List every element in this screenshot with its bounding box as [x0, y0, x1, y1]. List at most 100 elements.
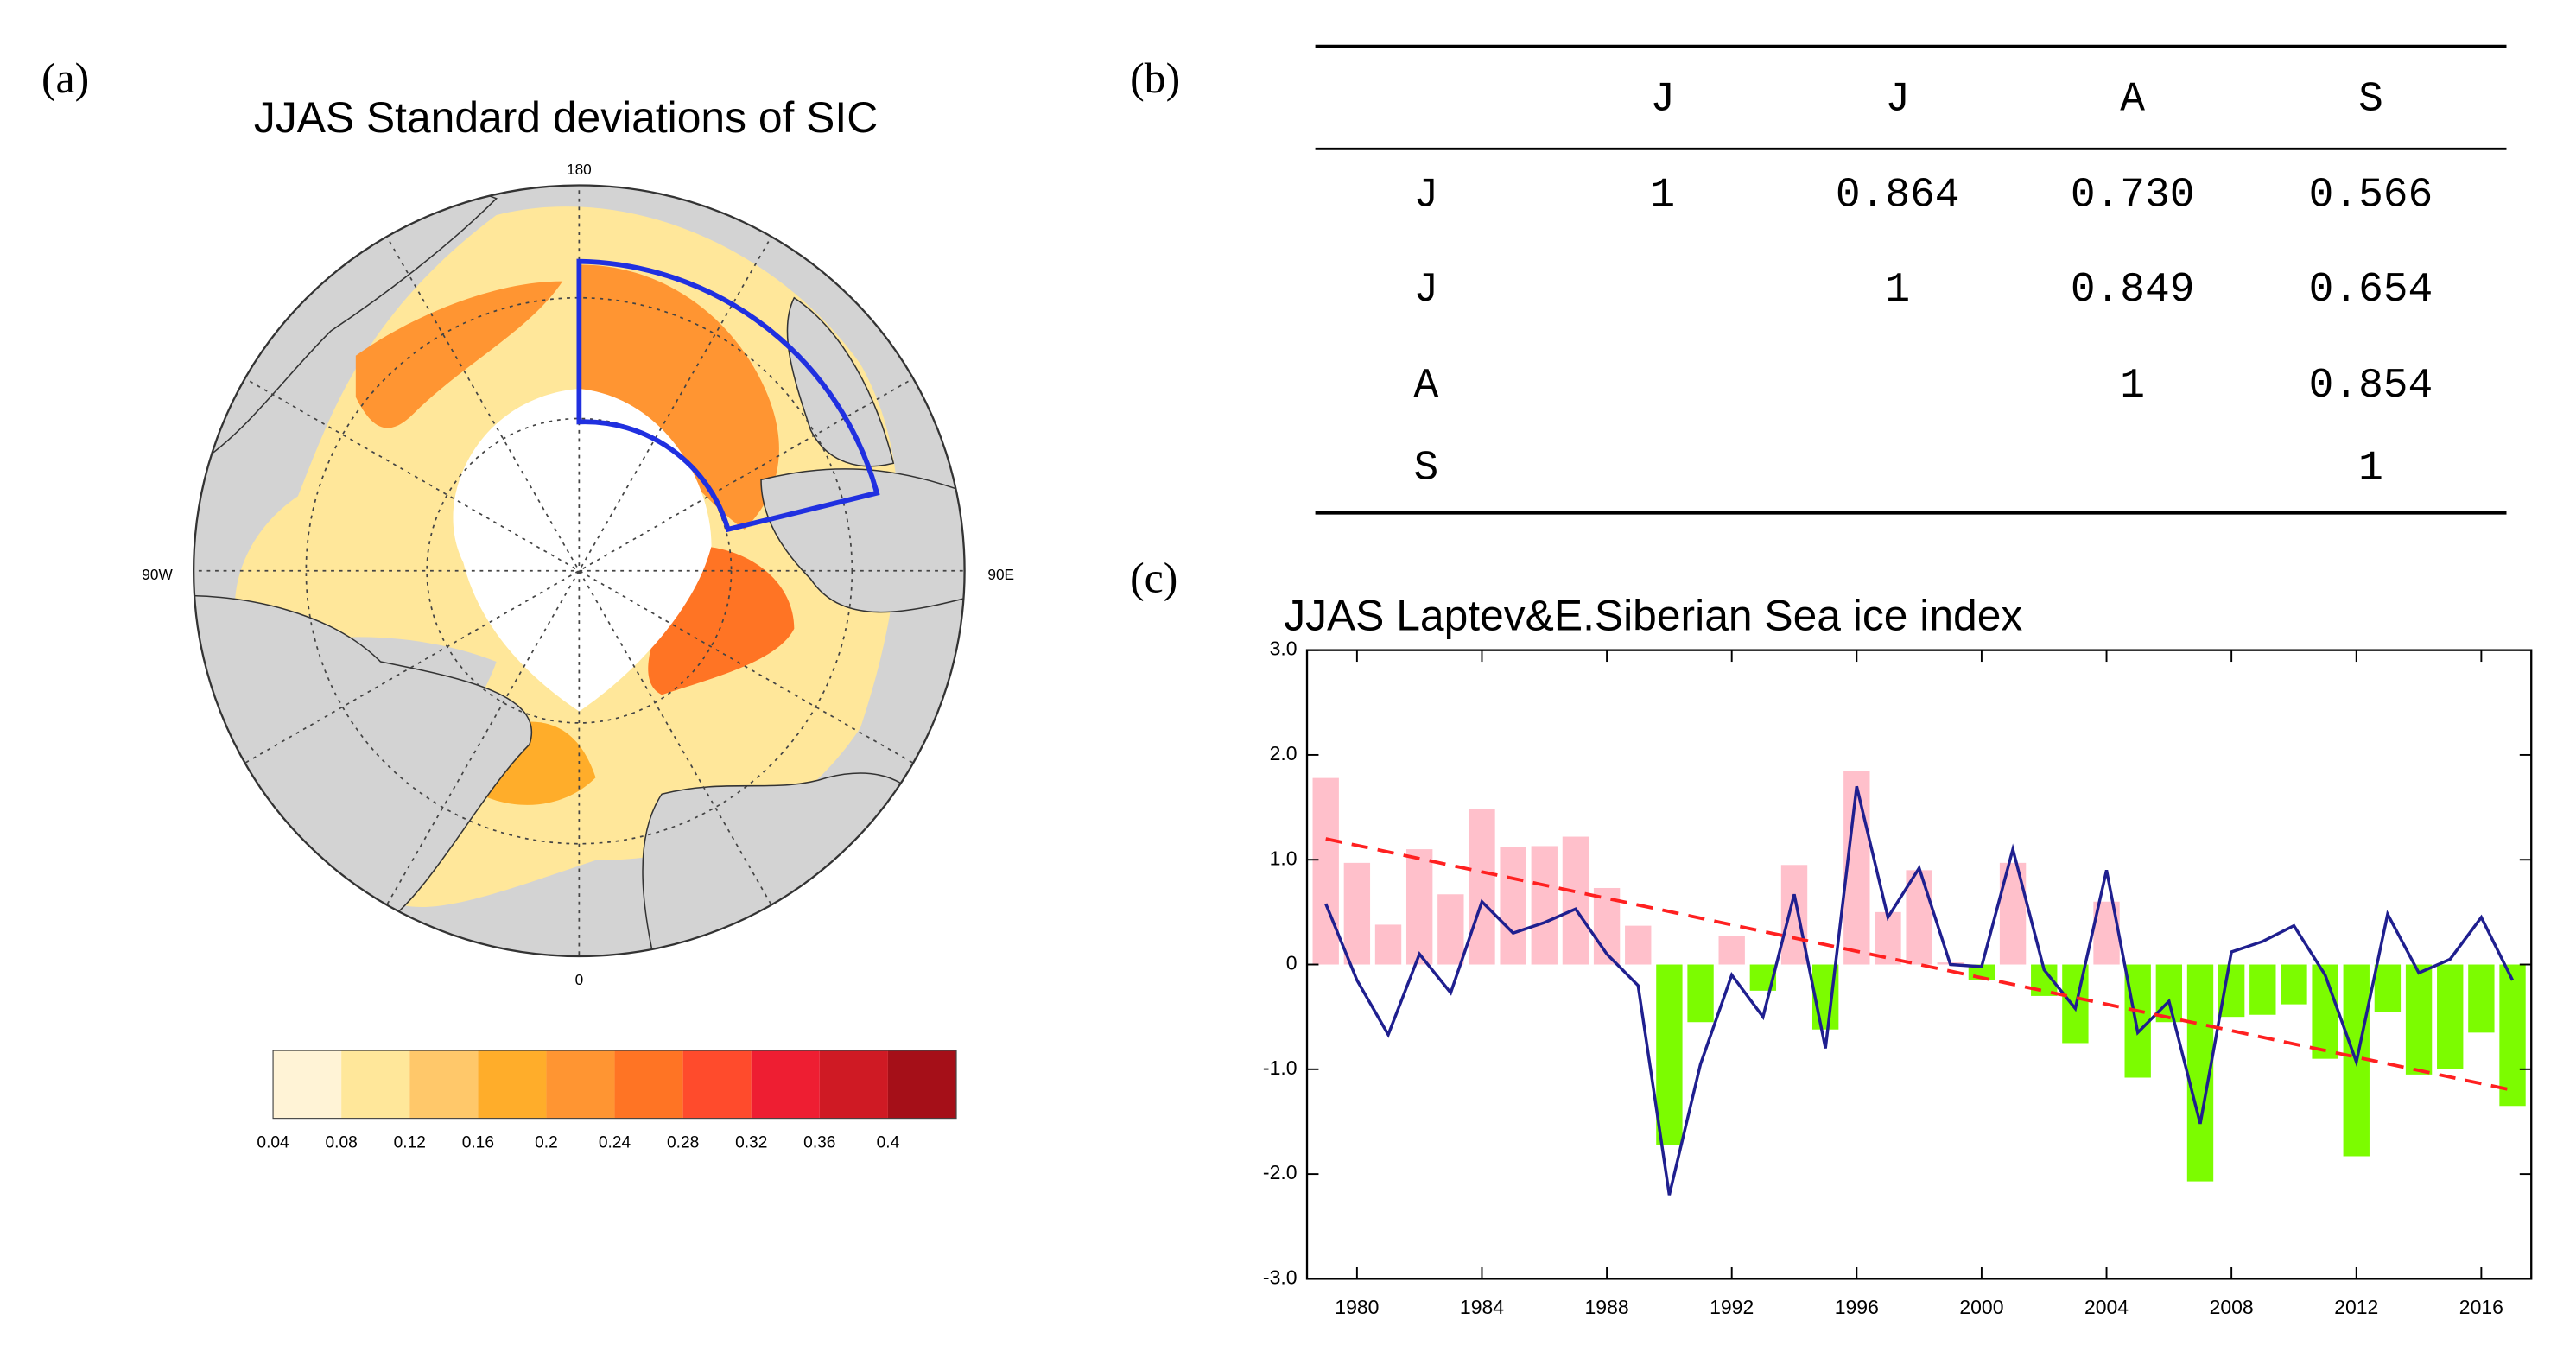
colorbar-swatch — [478, 1050, 547, 1119]
colorbar-swatch — [409, 1050, 479, 1119]
colorbar-swatch — [341, 1050, 410, 1119]
y-tick-label: 3.0 — [1270, 638, 1298, 660]
bar — [1469, 809, 1495, 965]
bar — [2249, 964, 2276, 1015]
colorbar-swatch — [887, 1050, 957, 1119]
x-tick-label: 1996 — [1835, 1296, 1879, 1318]
table-cell: 1 — [2120, 363, 2145, 409]
map-border — [192, 184, 966, 958]
y-tick-label: -3.0 — [1263, 1266, 1298, 1288]
panel-label: (c) — [1130, 555, 1177, 602]
table-cell: 1 — [1885, 267, 1910, 314]
bar — [2499, 964, 2526, 1107]
bar — [1437, 894, 1464, 965]
chart: -3.0 -2.0 -1.0 0 1.0 2.0 3.0 1980 1984 1988 1992 19… — [1263, 638, 2533, 1318]
column-header: S — [2358, 77, 2383, 124]
colorbar-label: 0.16 — [462, 1133, 494, 1151]
table-cell: 0.654 — [2309, 267, 2433, 314]
colorbar-label: 0.2 — [535, 1133, 558, 1151]
table-cell: 0.854 — [2309, 363, 2433, 409]
column-header: J — [1650, 77, 1675, 124]
bar — [2155, 964, 2183, 1023]
index-line — [1324, 785, 2515, 1196]
colorbar-label: 0.4 — [877, 1133, 900, 1151]
table-cell: 1 — [2358, 446, 2383, 492]
x-tick-label: 1984 — [1460, 1296, 1504, 1318]
bar — [1374, 924, 1402, 965]
colorbar-frame — [272, 1050, 957, 1120]
panel-label: (a) — [41, 54, 89, 102]
study-region — [576, 258, 880, 533]
y-tick-label: -1.0 — [1263, 1056, 1298, 1079]
table-cell: 0.566 — [2309, 173, 2433, 219]
table-cell: 0.730 — [2071, 173, 2195, 219]
map-title: JJAS Standard deviations of SIC — [254, 93, 878, 142]
land — [760, 468, 965, 613]
x-tick-label: 2016 — [2459, 1296, 2503, 1318]
bar — [1687, 964, 1714, 1023]
row-header: J — [1414, 267, 1439, 314]
lon-label: 180 — [567, 161, 592, 178]
colorbar-label: 0.36 — [803, 1133, 835, 1151]
x-tick-label: 2008 — [2210, 1296, 2254, 1318]
bar — [1312, 777, 1339, 965]
x-tick-label: 1988 — [1585, 1296, 1629, 1318]
colorbar-label: 0.04 — [257, 1133, 289, 1151]
colorbar-label: 0.32 — [735, 1133, 767, 1151]
colorbar: 0.04 0.08 0.12 0.16 0.2 0.24 0.28 0.32 0.36 0.4 — [257, 1050, 957, 1151]
ice-variability — [579, 264, 779, 530]
bar — [2405, 964, 2433, 1075]
row-header: A — [1414, 363, 1439, 409]
low-variability — [453, 389, 712, 712]
row-header: J — [1414, 173, 1439, 219]
column-header: J — [1885, 77, 1910, 124]
colorbar-swatch — [819, 1050, 888, 1119]
y-tick-label: 2.0 — [1270, 742, 1298, 764]
x-tick-label: 2004 — [2084, 1296, 2129, 1318]
land — [786, 296, 895, 467]
column-header: A — [2120, 77, 2145, 124]
bar — [2468, 964, 2495, 1033]
bar — [1343, 862, 1371, 965]
table-cell: 0.864 — [1836, 173, 1960, 219]
bar — [1405, 849, 1433, 965]
colorbar-swatch — [546, 1050, 615, 1119]
table-cell: 0.849 — [2071, 267, 2195, 314]
colorbar-label: 0.08 — [326, 1133, 358, 1151]
colorbar-swatch — [614, 1050, 683, 1119]
bar — [2281, 964, 2307, 1005]
y-tick-label: -2.0 — [1263, 1161, 1298, 1183]
bar — [2374, 964, 2402, 1012]
trend-line — [1325, 837, 2513, 1092]
colorbar-swatch — [682, 1050, 752, 1119]
colorbar-label: 0.24 — [599, 1133, 631, 1151]
x-tick-label: 2000 — [1959, 1296, 2003, 1318]
y-tick-label: 0 — [1286, 952, 1298, 974]
panel-label: (b) — [1130, 54, 1180, 102]
lon-label: 0 — [575, 971, 584, 988]
polar-map: 180 90E 0 90W — [142, 161, 1014, 988]
lon-label: 90E — [987, 566, 1014, 583]
x-tick-label: 2012 — [2334, 1296, 2378, 1318]
y-tick-label: 1.0 — [1270, 847, 1298, 869]
table-cell: 1 — [1650, 173, 1675, 219]
bar — [1718, 936, 1745, 965]
bar — [1562, 836, 1589, 965]
colorbar-swatch — [751, 1050, 820, 1119]
lon-label: 90W — [142, 566, 173, 583]
bar — [1625, 925, 1652, 965]
bar — [1531, 846, 1558, 965]
bar — [2312, 964, 2338, 1059]
colorbar-label: 0.28 — [667, 1133, 699, 1151]
bar — [1906, 870, 1932, 965]
bar — [1500, 847, 1526, 965]
ice-variability — [355, 281, 563, 428]
bar — [1656, 964, 1683, 1145]
bar — [1780, 865, 1808, 965]
colorbar-label: 0.12 — [394, 1133, 426, 1151]
x-tick-label: 1980 — [1335, 1296, 1379, 1318]
row-header: S — [1414, 446, 1439, 492]
x-tick-label: 1992 — [1710, 1296, 1754, 1318]
